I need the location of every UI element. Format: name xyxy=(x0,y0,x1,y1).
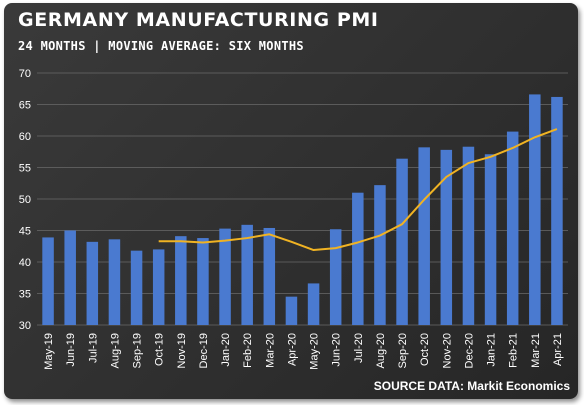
chart-title: GERMANY MANUFACTURING PMI xyxy=(18,9,379,31)
bar-Oct-19 xyxy=(152,249,165,325)
x-tick-label: Mar-21 xyxy=(530,333,542,368)
x-tick-label: Nov-19 xyxy=(176,333,188,368)
x-tick-label: Apr-20 xyxy=(286,333,298,366)
x-tick-label: Nov-20 xyxy=(441,333,453,368)
bar-Jun-20 xyxy=(329,229,342,325)
bar-series xyxy=(42,94,563,325)
bar-May-20 xyxy=(307,283,320,325)
y-tick-label: 60 xyxy=(19,131,31,143)
x-tick-label: Dec-19 xyxy=(198,333,210,368)
x-tick-label: Jan-20 xyxy=(220,333,232,367)
bar-Jan-20 xyxy=(219,228,231,325)
chart-subtitle: 24 MONTHS | MOVING AVERAGE: SIX MONTHS xyxy=(18,39,304,53)
x-tick-label: Jul-19 xyxy=(87,333,99,363)
x-tick-label: Sep-20 xyxy=(397,333,409,368)
moving-average-line xyxy=(158,128,558,252)
y-tick-label: 35 xyxy=(19,289,31,301)
moving-average-series xyxy=(158,128,558,252)
x-tick-label: Aug-19 xyxy=(109,333,121,368)
y-tick-label: 55 xyxy=(19,163,31,175)
x-tick-label: Jan-21 xyxy=(486,333,498,367)
chart-card: GERMANY MANUFACTURING PMI 24 MONTHS | MO… xyxy=(4,3,578,399)
x-tick-label: Oct-20 xyxy=(419,333,431,366)
bar-Oct-20 xyxy=(418,147,430,325)
bar-Jul-19 xyxy=(86,241,99,325)
bar-Sep-20 xyxy=(396,158,408,325)
bar-Nov-19 xyxy=(175,236,187,325)
grid-layer xyxy=(37,72,568,326)
x-tick-label: Aug-20 xyxy=(375,333,387,368)
bar-Aug-19 xyxy=(108,239,121,325)
x-tick-label: Dec-20 xyxy=(463,333,475,368)
y-tick-label: 50 xyxy=(19,194,31,206)
bar-Jul-20 xyxy=(352,192,364,325)
x-tick-label: May-20 xyxy=(309,333,321,370)
bar-Aug-20 xyxy=(374,185,386,325)
bar-Feb-20 xyxy=(241,224,253,325)
x-tick-label: Mar-20 xyxy=(264,333,276,368)
bar-Sep-19 xyxy=(130,250,143,325)
bar-Jan-21 xyxy=(484,154,497,325)
x-tick-label: Apr-21 xyxy=(552,333,564,366)
bar-Jun-19 xyxy=(64,230,76,325)
bar-Dec-20 xyxy=(462,146,475,325)
y-axis: 30 35 40 45 50 55 60 65 70 xyxy=(19,68,31,332)
y-tick-label: 65 xyxy=(19,100,31,112)
bar-Apr-20 xyxy=(285,296,298,325)
x-tick-label: Sep-19 xyxy=(132,333,144,368)
y-tick-label: 40 xyxy=(19,257,31,269)
bar-Feb-21 xyxy=(506,131,519,325)
bar-May-19 xyxy=(42,237,54,325)
x-tick-label: Jun-19 xyxy=(65,333,77,367)
x-tick-label: Jun-20 xyxy=(331,333,343,367)
x-tick-label: Jul-20 xyxy=(353,333,365,363)
x-tick-label: Feb-21 xyxy=(508,333,520,368)
bar-Dec-19 xyxy=(197,238,209,325)
y-tick-label: 30 xyxy=(19,320,31,332)
x-tick-label: May-19 xyxy=(43,333,55,370)
y-tick-label: 45 xyxy=(19,226,31,238)
y-tick-label: 70 xyxy=(19,68,31,80)
x-tick-label: Oct-19 xyxy=(154,333,166,366)
bar-Nov-20 xyxy=(440,149,453,325)
x-tick-label: Feb-20 xyxy=(242,333,254,368)
bar-Mar-21 xyxy=(529,94,541,325)
x-axis: May-19 Jun-19 Jul-19 Aug-19 Sep-19 Oct-19 Nov-… xyxy=(43,333,564,370)
bar-Mar-20 xyxy=(263,227,276,325)
source-note: SOURCE DATA: Markit Economics xyxy=(373,379,570,393)
bar-Apr-21 xyxy=(551,96,563,325)
